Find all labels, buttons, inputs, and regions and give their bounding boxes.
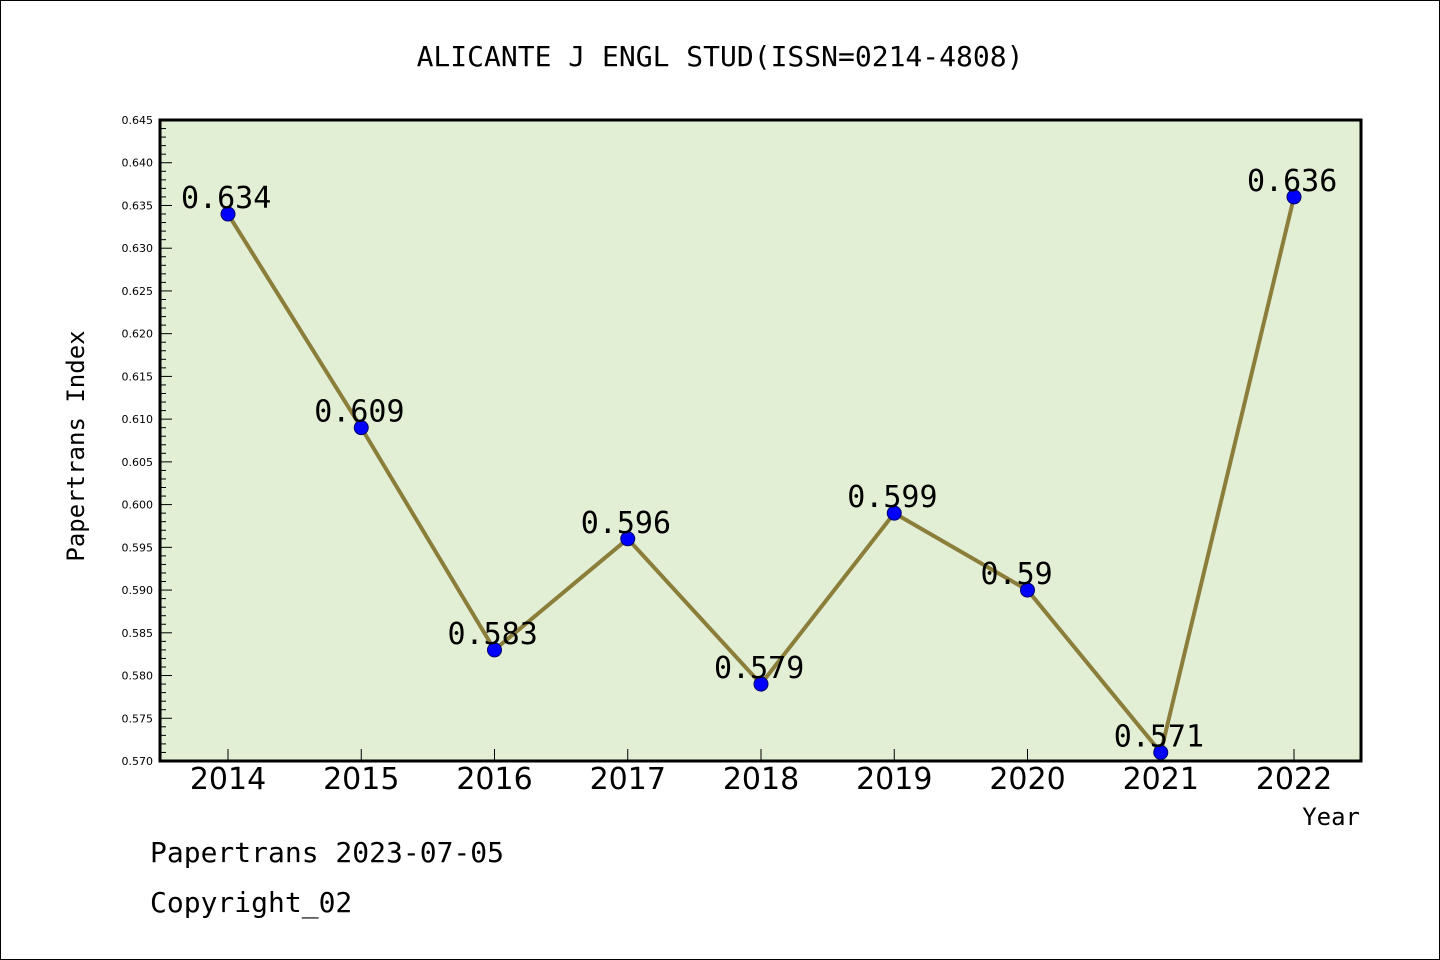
y-tick-label: 0.605 bbox=[122, 456, 154, 469]
y-tick-label: 0.610 bbox=[122, 413, 154, 426]
data-label: 0.634 bbox=[181, 181, 271, 216]
y-tick-label: 0.645 bbox=[122, 114, 154, 127]
chart-title: ALICANTE J ENGL STUD(ISSN=0214-4808) bbox=[417, 40, 1024, 73]
y-tick-label: 0.590 bbox=[122, 584, 154, 597]
data-point bbox=[620, 531, 636, 547]
x-tick-label: 2019 bbox=[856, 762, 932, 797]
data-point bbox=[1153, 744, 1169, 760]
data-point bbox=[1286, 189, 1302, 205]
data-label: 0.59 bbox=[981, 557, 1053, 592]
y-tick-label: 0.570 bbox=[122, 755, 154, 768]
x-tick-label: 2018 bbox=[723, 762, 799, 797]
x-axis-label: Year bbox=[1302, 803, 1360, 831]
plot-area bbox=[158, 118, 1363, 763]
y-tick-label: 0.635 bbox=[122, 199, 154, 212]
y-axis-label: Papertrans Index bbox=[62, 330, 90, 561]
x-axis: 2014 2015 2016 2017 2018 2019 2020 2021 2022 bbox=[190, 749, 1332, 797]
x-tick-label: 2017 bbox=[590, 762, 666, 797]
x-tick-label: 2022 bbox=[1256, 762, 1332, 797]
data-label: 0.583 bbox=[448, 617, 538, 652]
y-tick-label: 0.620 bbox=[122, 328, 154, 341]
data-label: 0.579 bbox=[714, 651, 804, 686]
data-label: 0.636 bbox=[1247, 164, 1337, 199]
data-label: 0.571 bbox=[1114, 719, 1204, 754]
x-tick-label: 2021 bbox=[1123, 762, 1199, 797]
y-tick-label: 0.625 bbox=[122, 285, 154, 298]
y-axis: 0.570 0.575 0.580 0.585 0.590 0.595 0.600 0.605… bbox=[122, 114, 172, 768]
y-tick-label: 0.640 bbox=[122, 157, 154, 170]
data-labels: 0.634 0.609 0.583 0.596 0.579 0.599 0.59 0.571 0… bbox=[181, 164, 1337, 755]
y-tick-label: 0.615 bbox=[122, 370, 154, 383]
y-tick-label: 0.600 bbox=[122, 499, 154, 512]
y-tick-label: 0.595 bbox=[122, 541, 154, 554]
footer-copyright: Copyright_02 bbox=[150, 886, 353, 919]
data-point bbox=[487, 642, 502, 658]
data-point bbox=[753, 676, 769, 692]
x-tick-label: 2015 bbox=[323, 762, 399, 797]
data-point bbox=[220, 206, 236, 222]
data-series bbox=[220, 189, 1302, 760]
x-tick-label: 2020 bbox=[989, 762, 1065, 797]
data-point bbox=[886, 505, 902, 521]
y-tick-label: 0.585 bbox=[122, 627, 154, 640]
x-tick-label: 2014 bbox=[190, 762, 266, 797]
data-label: 0.609 bbox=[314, 395, 404, 430]
y-tick-label: 0.575 bbox=[122, 712, 154, 725]
data-point bbox=[1020, 582, 1035, 598]
y-tick-label: 0.580 bbox=[122, 670, 154, 683]
x-tick-label: 2016 bbox=[456, 762, 532, 797]
y-tick-label: 0.630 bbox=[122, 242, 154, 255]
data-point bbox=[353, 420, 369, 436]
data-label: 0.599 bbox=[847, 480, 937, 515]
footer-source: Papertrans 2023-07-05 bbox=[150, 836, 505, 869]
data-label: 0.596 bbox=[581, 506, 671, 541]
